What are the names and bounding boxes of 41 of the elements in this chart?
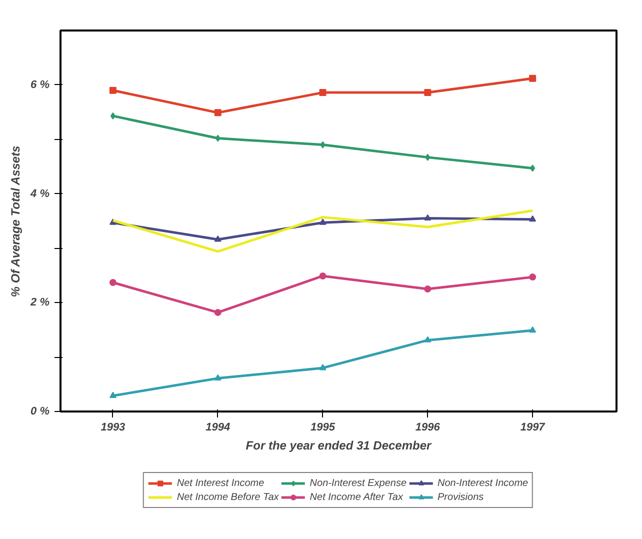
point [424,336,432,342]
point [214,236,222,242]
point [424,89,432,96]
x-tick-label: 1993 [100,422,126,434]
x-axis-title: For the year ended 31 December [246,438,433,452]
x-tick-label: 1997 [520,422,546,434]
legend-label: Net Income After Tax [310,491,403,503]
point [529,74,536,82]
point [109,392,116,398]
point [214,374,222,381]
point [529,215,536,222]
point [425,154,430,161]
point [319,89,326,96]
point [109,279,116,286]
y-tick-label: 2 % [30,296,50,309]
legend-label: Non-Interest Income [438,477,528,489]
x-tick-label: 1996 [415,422,441,434]
x-tick-label: 1995 [310,422,336,434]
y-tick-label: 0 % [30,406,50,418]
point [320,141,326,148]
legend-label: Provisions [438,491,484,503]
point [424,286,432,293]
point [214,308,222,316]
point [109,86,116,94]
point [424,214,432,221]
legend-label: Net Income Before Tax [176,491,279,503]
point [319,218,326,225]
legend-label: Net Interest Income [176,477,264,489]
point [110,112,116,120]
point [319,364,326,370]
legend-label: Non-Interest Expense [310,477,407,489]
y-tick-label: 4 % [30,188,50,200]
y-axis-title: % Of Average Total Assets [8,145,23,298]
point [530,164,536,172]
point [529,326,536,333]
point [214,109,222,116]
y-tick-label: 6 % [30,78,50,91]
point [319,272,326,280]
x-tick-label: 1994 [206,422,230,434]
point [529,274,536,281]
point [215,134,220,142]
